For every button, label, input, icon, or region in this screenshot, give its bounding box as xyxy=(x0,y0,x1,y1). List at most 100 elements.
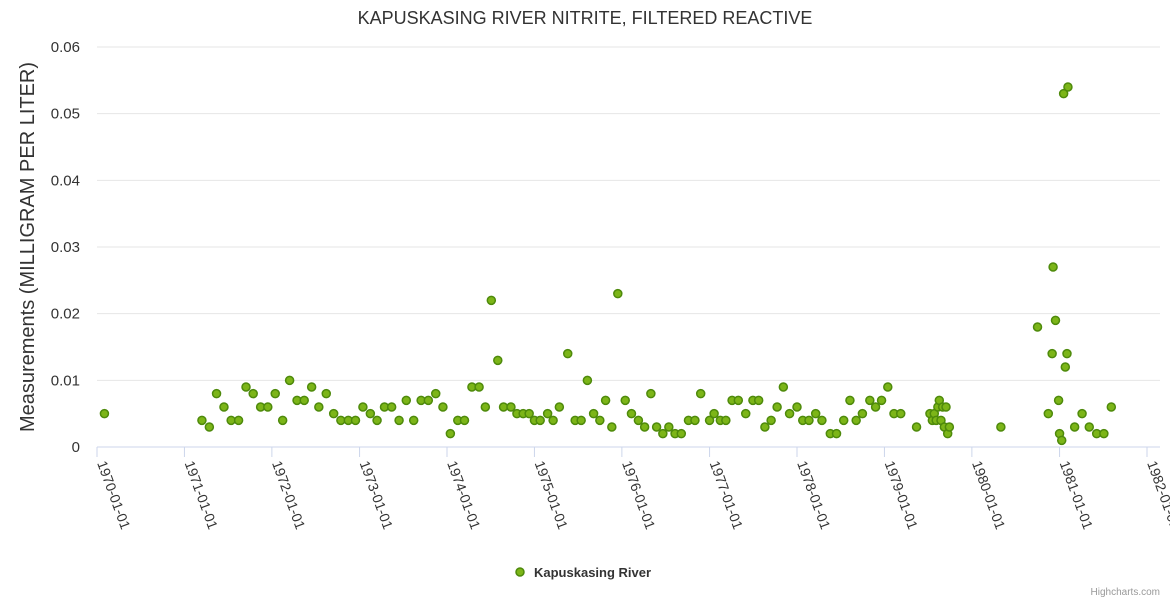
data-point[interactable] xyxy=(865,395,875,406)
data-point[interactable] xyxy=(1053,395,1064,406)
data-point[interactable] xyxy=(911,422,922,432)
data-point[interactable] xyxy=(306,382,317,392)
data-point[interactable] xyxy=(241,382,251,392)
data-point[interactable] xyxy=(740,408,751,419)
data-point[interactable] xyxy=(321,388,332,399)
data-point[interactable] xyxy=(695,388,706,399)
data-point[interactable] xyxy=(562,348,573,359)
data-point[interactable] xyxy=(248,388,258,399)
data-point[interactable] xyxy=(620,395,630,406)
data-point[interactable] xyxy=(633,415,644,426)
data-point[interactable] xyxy=(664,422,674,432)
data-point[interactable] xyxy=(394,415,404,426)
data-point[interactable] xyxy=(576,415,586,426)
data-point[interactable] xyxy=(870,402,881,412)
data-point[interactable] xyxy=(996,422,1006,432)
data-point[interactable] xyxy=(895,408,906,419)
data-point[interactable] xyxy=(838,415,849,426)
data-point[interactable] xyxy=(1099,428,1109,439)
data-point[interactable] xyxy=(676,428,687,439)
data-point[interactable] xyxy=(595,415,605,426)
legend[interactable]: Kapuskasing River xyxy=(515,565,651,580)
data-point[interactable] xyxy=(548,415,558,426)
data-point[interactable] xyxy=(535,415,545,426)
data-point[interactable] xyxy=(857,408,868,419)
data-point[interactable] xyxy=(1043,408,1054,419)
legend-item-label[interactable]: Kapuskasing River xyxy=(534,565,651,580)
data-point[interactable] xyxy=(99,408,110,419)
data-point[interactable] xyxy=(1060,362,1071,372)
data-point[interactable] xyxy=(493,355,503,366)
data-point[interactable] xyxy=(197,415,207,426)
data-point[interactable] xyxy=(386,402,397,412)
data-point[interactable] xyxy=(709,408,719,419)
data-point[interactable] xyxy=(524,408,534,419)
data-point[interactable] xyxy=(817,415,827,426)
data-point[interactable] xyxy=(733,395,744,406)
data-point[interactable] xyxy=(401,395,412,406)
data-point[interactable] xyxy=(792,402,802,412)
data-point[interactable] xyxy=(883,382,893,392)
data-point[interactable] xyxy=(263,402,273,412)
data-point[interactable] xyxy=(438,402,448,412)
data-point[interactable] xyxy=(831,428,842,439)
data-point[interactable] xyxy=(810,408,821,419)
data-point[interactable] xyxy=(204,422,215,432)
data-point[interactable] xyxy=(554,402,565,412)
data-point[interactable] xyxy=(365,408,376,419)
data-point[interactable] xyxy=(772,402,782,412)
data-point[interactable] xyxy=(1063,82,1073,92)
data-point[interactable] xyxy=(408,415,419,426)
data-point[interactable] xyxy=(876,395,887,406)
data-point[interactable] xyxy=(1069,422,1080,432)
data-point[interactable] xyxy=(690,415,700,426)
data-point[interactable] xyxy=(1048,262,1058,272)
data-point[interactable] xyxy=(328,408,339,419)
data-point[interactable] xyxy=(778,382,789,392)
data-point[interactable] xyxy=(1084,422,1095,432)
data-point[interactable] xyxy=(639,422,650,432)
data-point[interactable] xyxy=(372,415,382,426)
data-point[interactable] xyxy=(459,415,470,426)
data-point[interactable] xyxy=(299,395,309,406)
data-point[interactable] xyxy=(845,395,855,406)
data-point[interactable] xyxy=(445,428,456,439)
data-point[interactable] xyxy=(588,408,599,419)
data-point[interactable] xyxy=(1056,435,1067,446)
data-point[interactable] xyxy=(784,408,795,419)
data-point[interactable] xyxy=(1047,348,1057,359)
data-point[interactable] xyxy=(1106,402,1117,412)
data-point[interactable] xyxy=(760,422,770,432)
credits-link[interactable]: Highcharts.com xyxy=(1091,587,1160,598)
data-point[interactable] xyxy=(233,415,244,426)
data-point[interactable] xyxy=(1062,348,1072,359)
data-point[interactable] xyxy=(506,402,516,412)
data-point[interactable] xyxy=(1058,88,1069,99)
data-point[interactable] xyxy=(1032,322,1043,332)
data-point[interactable] xyxy=(486,295,497,306)
data-point[interactable] xyxy=(480,402,491,412)
data-point[interactable] xyxy=(582,375,593,386)
data-point[interactable] xyxy=(270,388,280,399)
data-point[interactable] xyxy=(626,408,637,419)
data-point[interactable] xyxy=(219,402,229,412)
data-point[interactable] xyxy=(607,422,617,432)
data-point[interactable] xyxy=(646,388,656,399)
data-point[interactable] xyxy=(941,402,951,412)
data-point[interactable] xyxy=(314,402,324,412)
data-point[interactable] xyxy=(613,288,623,299)
data-point[interactable] xyxy=(766,415,776,426)
data-point[interactable] xyxy=(753,395,764,406)
data-point[interactable] xyxy=(1077,408,1087,419)
data-point[interactable] xyxy=(944,422,955,432)
data-point[interactable] xyxy=(1050,315,1061,326)
data-point[interactable] xyxy=(651,422,662,432)
data-point[interactable] xyxy=(350,415,361,426)
data-point[interactable] xyxy=(277,415,288,426)
data-point[interactable] xyxy=(600,395,611,406)
data-point[interactable] xyxy=(211,388,222,399)
data-point[interactable] xyxy=(704,415,715,426)
data-point[interactable] xyxy=(358,402,368,412)
data-point[interactable] xyxy=(542,408,553,419)
data-point[interactable] xyxy=(430,388,441,399)
